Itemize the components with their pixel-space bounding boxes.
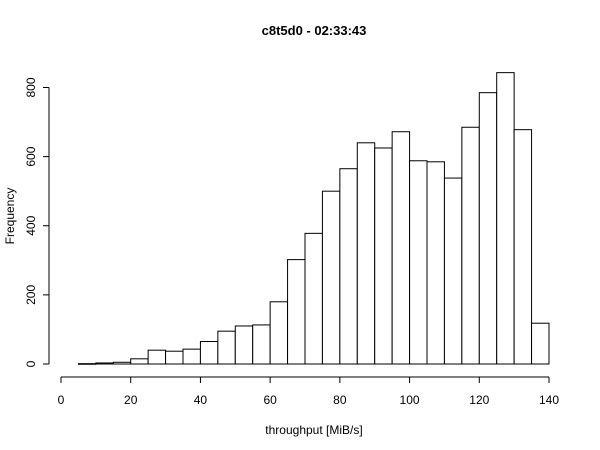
histogram-bar <box>426 161 445 365</box>
histogram-bar <box>478 92 498 365</box>
x-axis-label: throughput [MiB/s] <box>265 423 362 437</box>
histogram-bar <box>374 147 393 365</box>
x-tick-label: 140 <box>539 393 559 407</box>
histogram-bar <box>443 177 463 365</box>
y-tick-label: 800 <box>24 77 38 97</box>
histogram-bar <box>147 349 167 365</box>
histogram-bar <box>287 259 306 365</box>
histogram-bar <box>461 126 480 365</box>
x-axis: 0 20 40 60 80 100 120 140 <box>58 376 559 407</box>
y-tick-label: 400 <box>24 215 38 235</box>
histogram-bar <box>199 341 219 365</box>
histogram-bar <box>391 131 411 365</box>
histogram-bar <box>409 160 428 365</box>
x-tick-label: 0 <box>58 393 65 407</box>
x-tick-label: 100 <box>400 393 420 407</box>
histogram-bar <box>269 301 289 365</box>
histogram-bar <box>130 358 149 365</box>
x-tick-label: 80 <box>333 393 347 407</box>
histogram-bar <box>321 190 341 365</box>
histogram-bar <box>356 142 376 365</box>
histogram-bar <box>234 325 254 365</box>
chart-title: c8t5d0 - 02:33:43 <box>262 23 367 38</box>
y-axis-label: Frequency <box>3 188 17 245</box>
x-tick-label: 20 <box>124 393 138 407</box>
x-tick-label: 40 <box>194 393 208 407</box>
histogram-bar <box>513 129 533 365</box>
histogram-bar <box>531 322 550 365</box>
histogram-bar <box>217 330 236 365</box>
histogram-bar <box>112 361 132 365</box>
histogram-bar <box>95 362 114 365</box>
histogram-bar <box>77 363 97 365</box>
y-tick-label: 0 <box>24 360 38 367</box>
y-tick-label: 600 <box>24 146 38 166</box>
histogram-bar <box>182 348 201 365</box>
histogram-bar <box>165 350 184 365</box>
x-tick-label: 120 <box>469 393 489 407</box>
y-tick-label: 200 <box>24 285 38 305</box>
x-tick-label: 60 <box>263 393 277 407</box>
histogram-bar <box>304 232 323 365</box>
y-axis: 0 200 400 600 800 <box>24 77 50 367</box>
histogram-bar <box>339 168 358 365</box>
histogram-bars <box>77 72 550 365</box>
histogram-bar <box>496 72 515 365</box>
histogram-bar <box>252 324 271 365</box>
